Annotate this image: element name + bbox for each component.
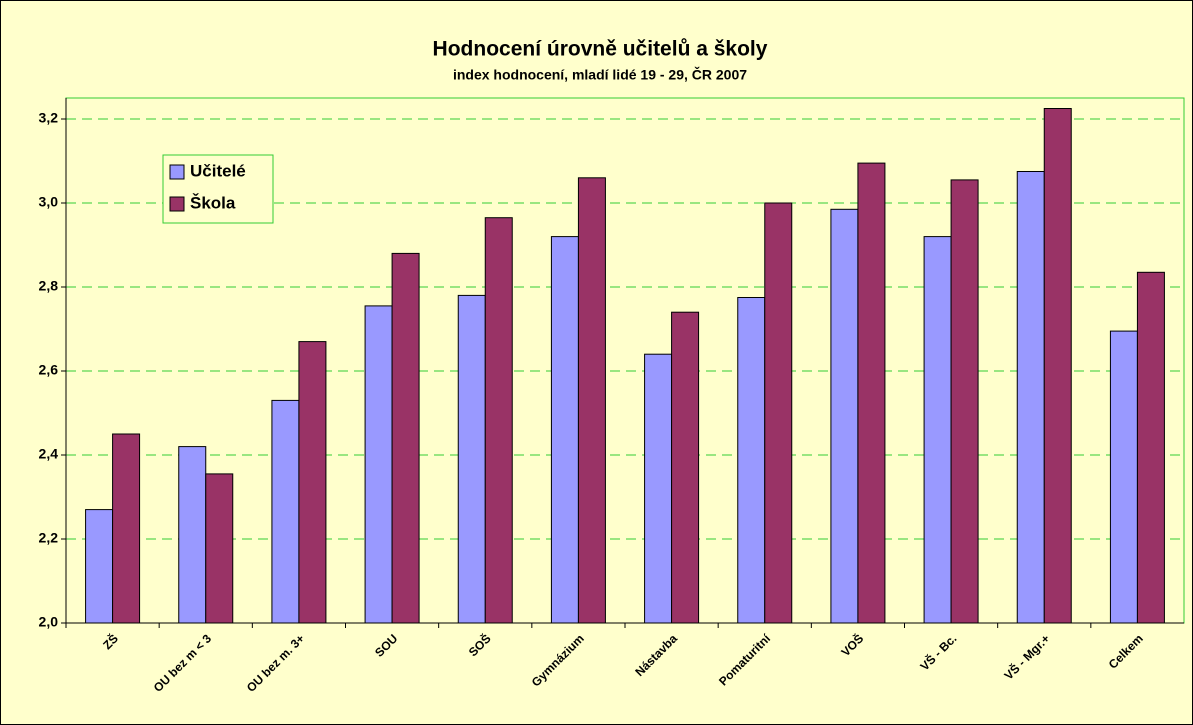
y-tick-label: 2,8	[39, 278, 59, 294]
bar	[644, 353, 673, 624]
bar	[1109, 330, 1138, 624]
y-tick-label: 2,6	[39, 362, 59, 378]
bar	[364, 305, 393, 624]
bar	[1016, 171, 1045, 624]
y-tick-label: 3,0	[39, 194, 59, 210]
bar	[830, 208, 859, 624]
bar	[112, 433, 141, 624]
y-tick-label: 3,2	[39, 110, 59, 126]
bar	[271, 399, 300, 624]
bar	[85, 509, 114, 624]
legend-label: Škola	[190, 193, 236, 212]
bar	[577, 177, 606, 624]
bar	[484, 217, 513, 624]
y-tick-label: 2,2	[39, 530, 59, 546]
y-tick-label: 2,0	[39, 614, 59, 630]
bar	[178, 446, 207, 624]
bar	[550, 236, 579, 624]
legend: Učitelé Škola	[162, 154, 274, 224]
legend-swatch	[169, 164, 185, 180]
bar	[857, 162, 886, 624]
bar	[391, 252, 420, 624]
legend-label: Učitelé	[190, 161, 246, 180]
bar	[764, 202, 793, 624]
bar	[671, 311, 700, 624]
bar	[1043, 108, 1072, 624]
legend-swatch	[169, 196, 185, 212]
bar	[298, 341, 327, 624]
bar	[205, 473, 234, 624]
chart-title: Hodnocení úrovně učitelů a školy	[433, 38, 768, 61]
bar	[950, 179, 979, 624]
bar	[1136, 271, 1165, 624]
y-tick-label: 2,4	[39, 446, 59, 462]
bar	[923, 236, 952, 624]
chart-subtitle: index hodnocení, mladí lidé 19 - 29, ČR …	[453, 66, 747, 83]
bar	[457, 294, 486, 624]
bar	[737, 297, 766, 624]
